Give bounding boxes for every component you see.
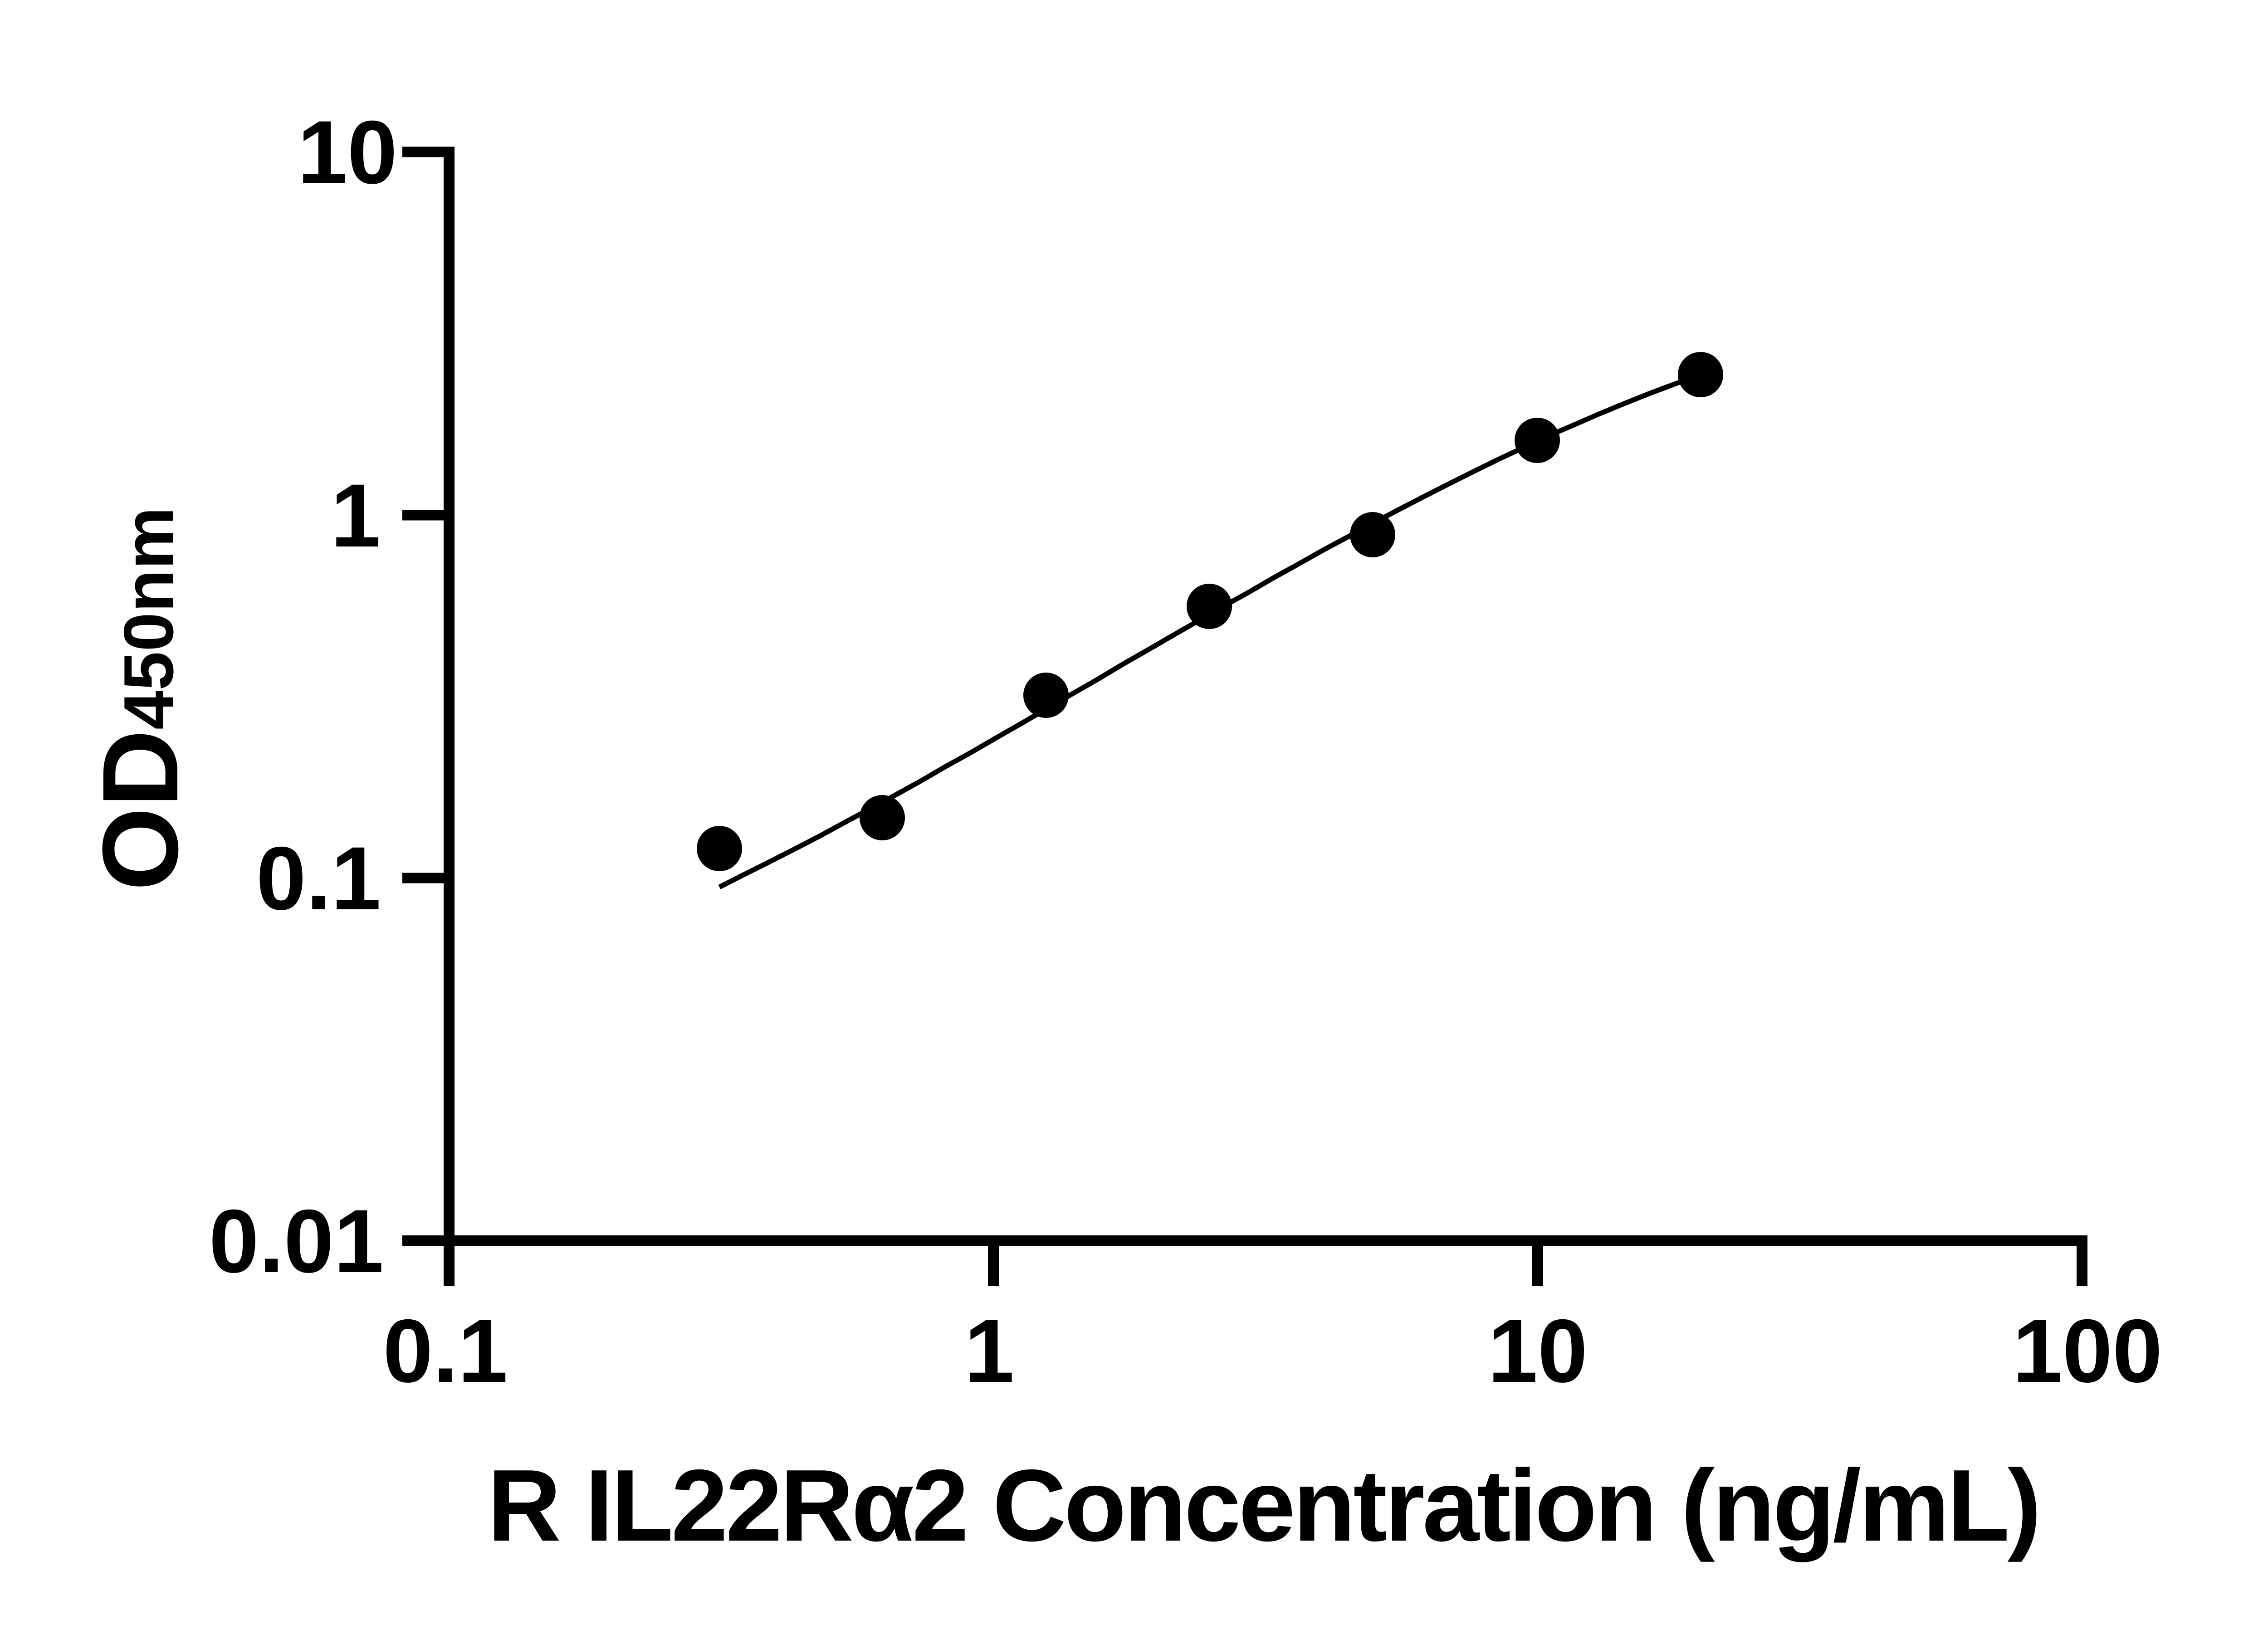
svg-text:0.1: 0.1 — [383, 1301, 508, 1401]
svg-text:1: 1 — [964, 1301, 1014, 1401]
svg-text:10: 10 — [1488, 1301, 1588, 1401]
svg-text:0.01: 0.01 — [209, 1191, 384, 1291]
svg-text:10: 10 — [298, 102, 397, 202]
svg-text:1: 1 — [331, 465, 381, 566]
svg-text:0.1: 0.1 — [256, 828, 381, 928]
svg-text:100: 100 — [2013, 1301, 2162, 1401]
svg-text:R IL22Rα2 Concentration (ng/mL: R IL22Rα2 Concentration (ng/mL) — [488, 1448, 2039, 1562]
